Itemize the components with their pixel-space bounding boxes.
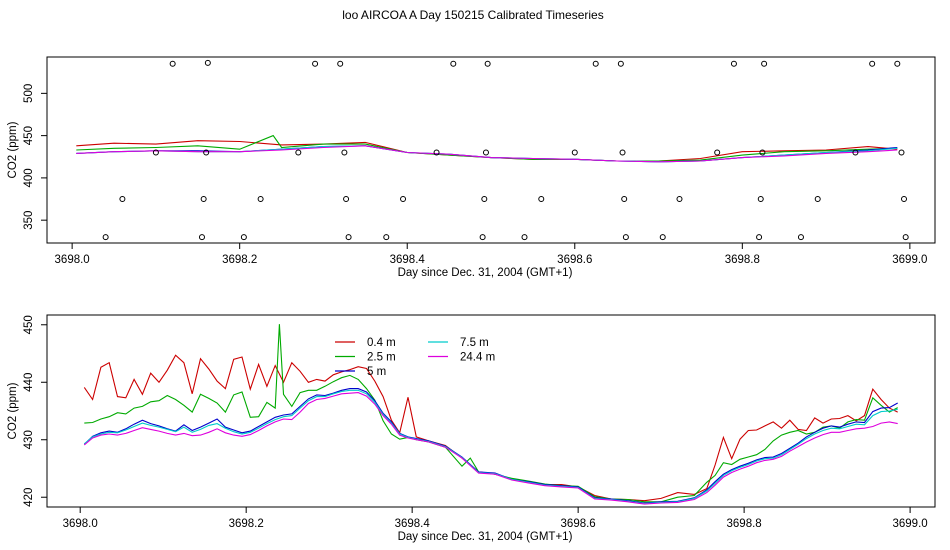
data-point-marker (659, 234, 666, 241)
data-point-marker (621, 196, 628, 203)
chart-title: loo AIRCOA A Day 150215 Calibrated Times… (342, 8, 603, 22)
y-tick-label: 420 (23, 488, 35, 507)
data-point-marker (894, 60, 901, 67)
data-point-marker (482, 149, 489, 156)
x-tick-label: 3698.6 (561, 518, 596, 530)
data-point-marker (901, 196, 908, 203)
data-point-marker (622, 234, 629, 241)
x-tick-label: 3699.0 (893, 518, 928, 530)
data-point-marker (869, 60, 876, 67)
data-point-marker (312, 60, 319, 67)
data-point-marker (592, 60, 599, 67)
legend-label-7-5-m: 7.5 m (460, 337, 489, 349)
data-point-marker (433, 149, 440, 156)
x-tick-label: 3698.0 (63, 518, 98, 530)
data-point-marker (152, 149, 159, 156)
data-point-marker (902, 234, 909, 241)
series-line-24-4-m (83, 392, 898, 505)
data-point-marker (757, 196, 764, 203)
data-point-marker (852, 149, 859, 156)
data-point-marker (521, 234, 528, 241)
legend-label-0-4-m: 0.4 m (367, 337, 396, 349)
data-point-marker (479, 234, 486, 241)
data-point-marker (169, 60, 176, 67)
x-tick-label: 3698.6 (557, 254, 592, 266)
data-point-marker (756, 234, 763, 241)
data-point-marker (759, 149, 766, 156)
data-point-marker (450, 60, 457, 67)
y-tick-label: 400 (23, 168, 35, 187)
series-line-0-4-m (83, 354, 898, 502)
data-point-marker (761, 60, 768, 67)
x-tick-label: 3698.2 (222, 254, 257, 266)
data-point-marker (571, 149, 578, 156)
x-axis-label: Day since Dec. 31, 2004 (GMT+1) (398, 531, 573, 543)
x-tick-label: 3698.4 (390, 254, 426, 266)
legend-label-24-4-m: 24.4 m (460, 352, 495, 364)
data-point-marker (617, 60, 624, 67)
data-point-marker (295, 149, 302, 156)
data-point-marker (343, 196, 350, 203)
x-tick-label: 3698.2 (229, 518, 264, 530)
y-axis-label: CO2 (ppm) (7, 121, 19, 178)
bottom-panel-timeseries: 3698.0 3698.2 3698.4 3698.6 3698.8 3699.0 420 4… (7, 314, 936, 543)
series-line-7-5-m (76, 145, 898, 163)
data-point-marker (345, 234, 352, 241)
x-tick-label: 3698.0 (55, 254, 90, 266)
data-point-marker (714, 149, 721, 156)
data-point-marker (814, 196, 821, 203)
data-point-marker (203, 149, 210, 156)
data-point-marker (676, 196, 683, 203)
data-point-marker (619, 149, 626, 156)
data-point-marker (240, 234, 247, 241)
data-point-marker (538, 196, 545, 203)
top-panel-timeseries: 3698.0 3698.2 3698.4 3698.6 3698.8 3699.0 350 4… (7, 56, 936, 279)
series-line-5-m (83, 388, 898, 504)
data-point-marker (898, 149, 905, 156)
y-axis-label: CO2 (ppm) (7, 382, 19, 439)
data-point-marker (383, 234, 390, 241)
data-layer (76, 59, 909, 241)
data-point-marker (119, 196, 126, 203)
data-point-marker (200, 196, 207, 203)
data-point-marker (204, 59, 211, 66)
x-tick-label: 3698.8 (727, 518, 762, 530)
x-tick-label: 3698.8 (725, 254, 760, 266)
y-tick-label: 430 (23, 430, 35, 449)
data-point-marker (400, 196, 407, 203)
x-tick-label: 3698.4 (395, 518, 431, 530)
data-layer (83, 324, 898, 505)
legend-label-2-5-m: 2.5 m (367, 352, 396, 364)
y-tick-label: 450 (23, 315, 35, 334)
data-point-marker (337, 60, 344, 67)
data-point-marker (198, 234, 205, 241)
y-tick-label: 450 (23, 126, 35, 145)
x-axis-label: Day since Dec. 31, 2004 (GMT+1) (398, 267, 573, 279)
legend-label-5-m: 5 m (367, 366, 386, 378)
data-point-marker (257, 196, 264, 203)
series-line-24-4-m (76, 145, 898, 163)
data-point-marker (341, 149, 348, 156)
data-point-marker (481, 196, 488, 203)
data-point-marker (484, 60, 491, 67)
data-point-marker (730, 60, 737, 67)
plot-frame (46, 56, 936, 244)
y-tick-label: 350 (23, 211, 35, 230)
legend: 0.4 m 2.5 m 5 m 7.5 m 24.4 m (335, 337, 495, 378)
data-point-marker (102, 234, 109, 241)
series-line-7-5-m (83, 389, 898, 505)
data-point-marker (797, 234, 804, 241)
plot-frame (46, 314, 936, 508)
y-tick-label: 440 (23, 373, 35, 392)
y-tick-label: 500 (23, 84, 35, 103)
series-line-5-m (76, 145, 898, 163)
x-tick-label: 3699.0 (892, 254, 927, 266)
